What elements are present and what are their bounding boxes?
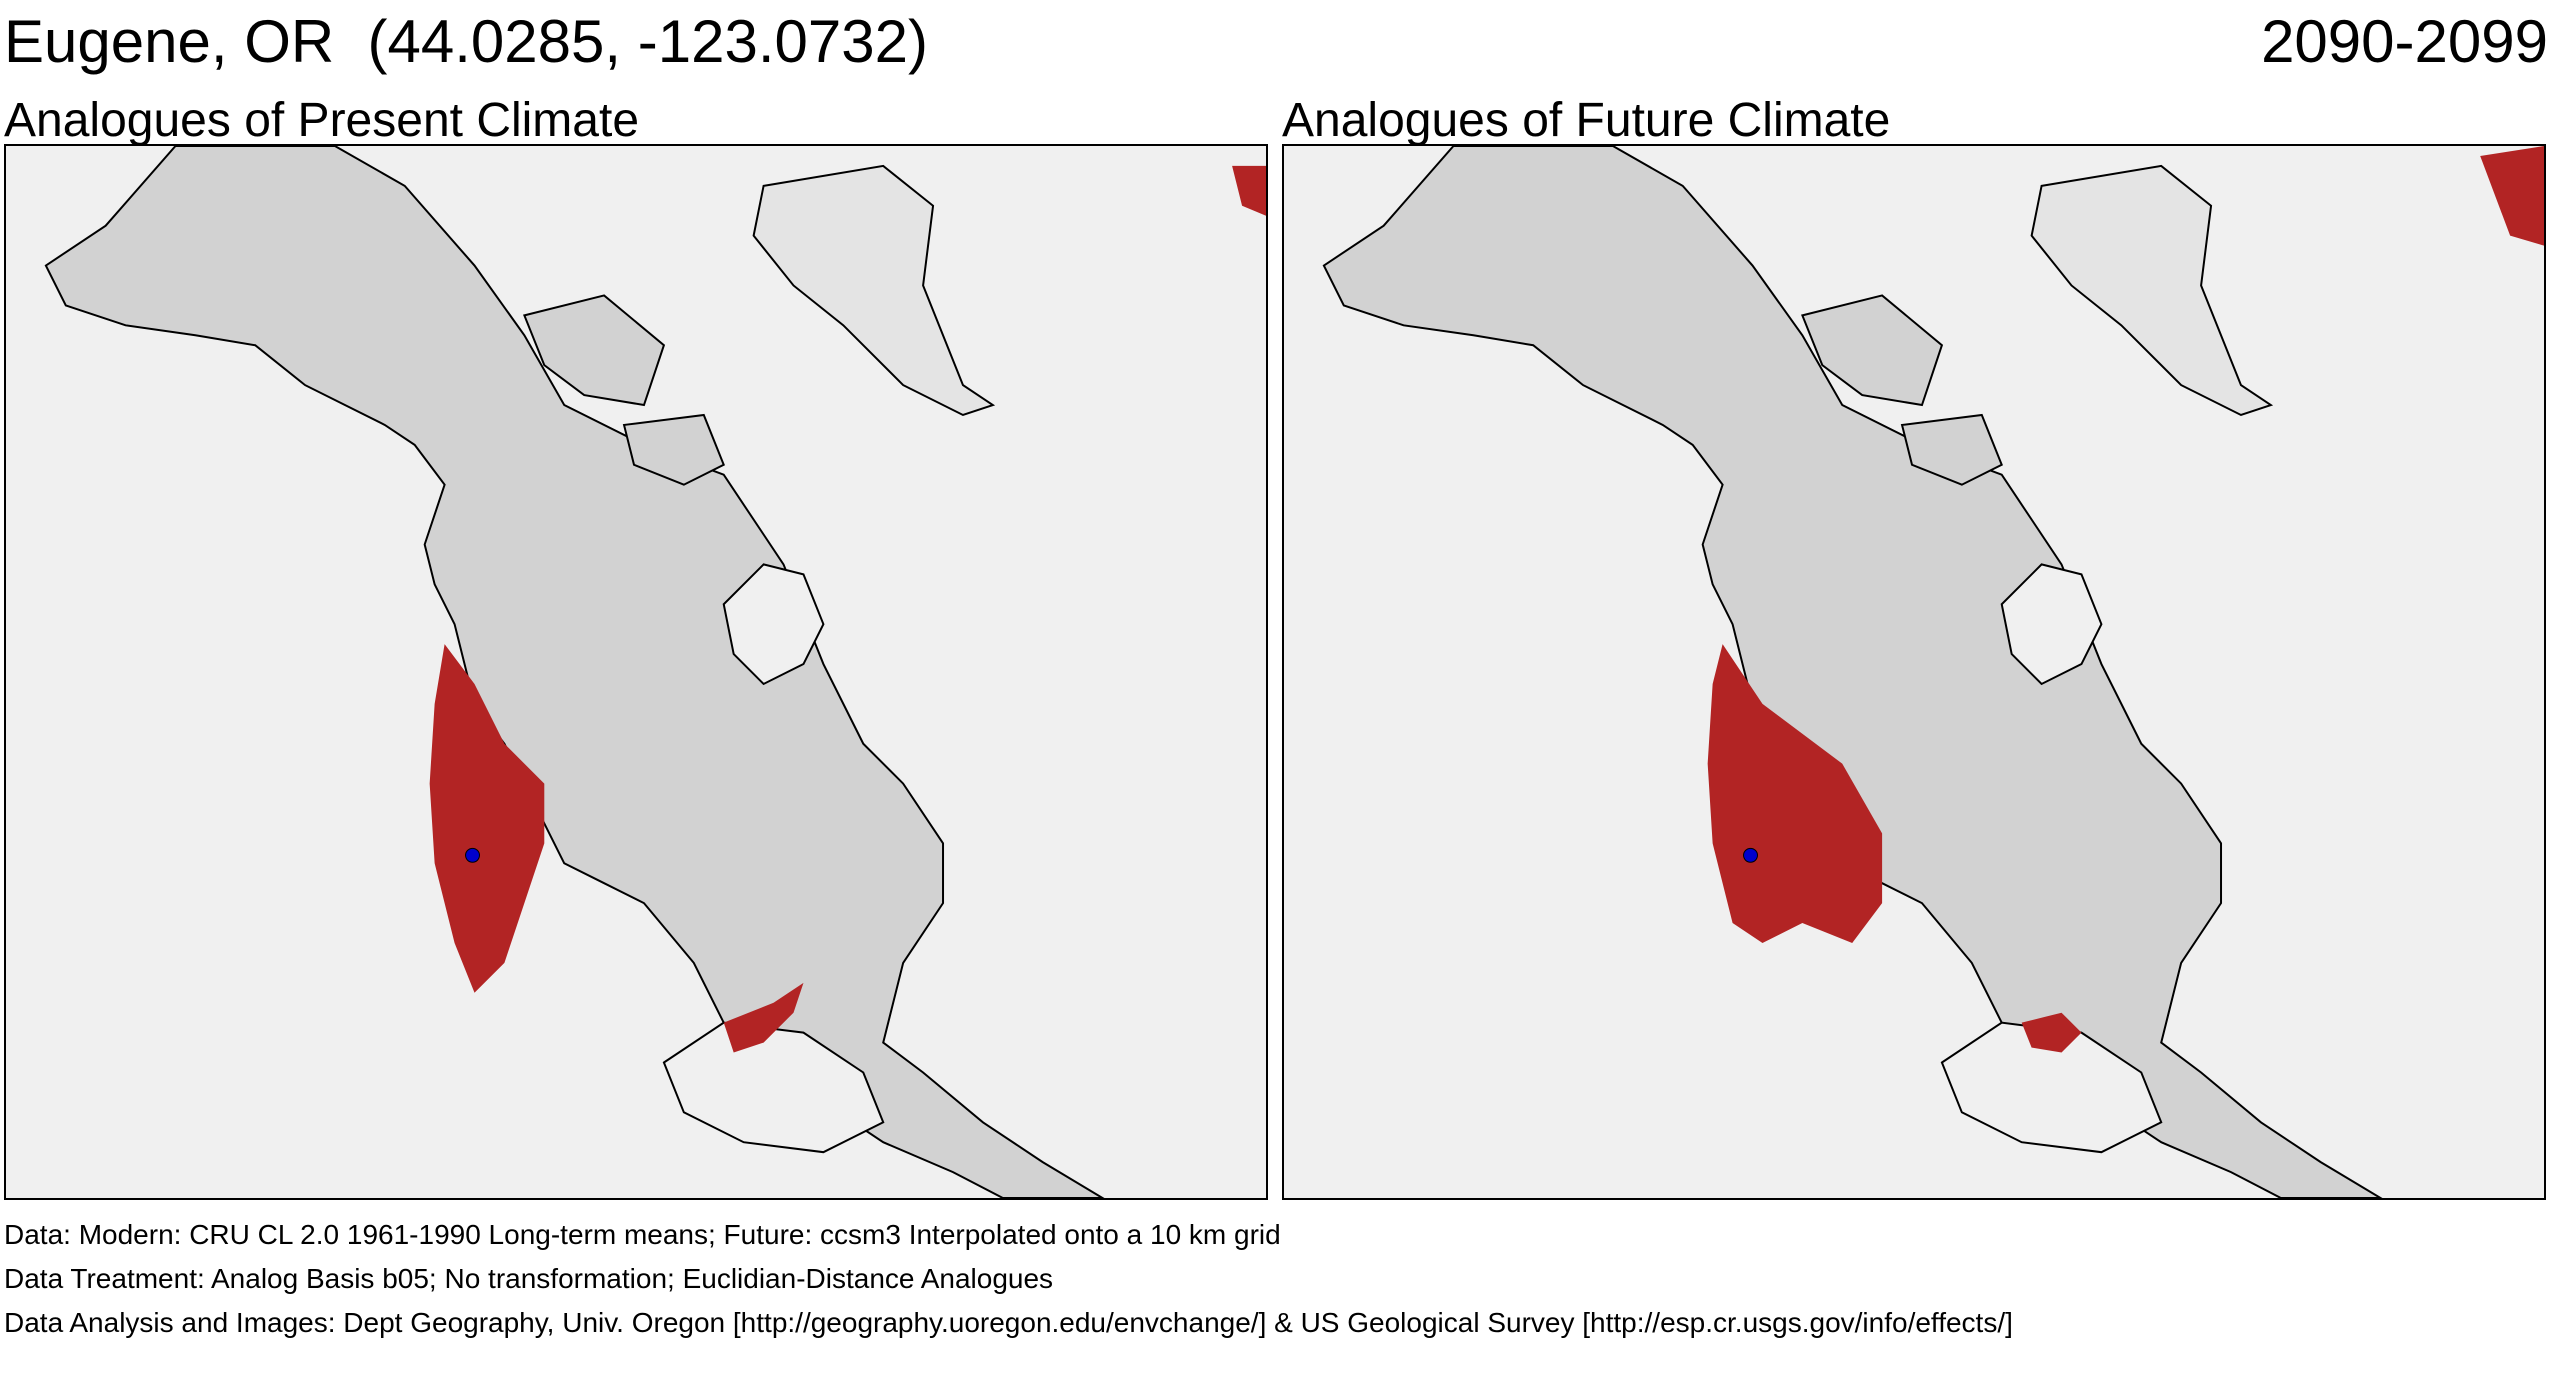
future-climate-map [1282,144,2546,1200]
data-analysis-line: Data Analysis and Images: Dept Geography… [4,1307,2013,1338]
eugene-site-marker [1743,847,1758,863]
present-climate-map [4,144,1268,1200]
hudson-bay [2000,563,2103,686]
analogue-region-south-central [2021,1012,2082,1053]
future-panel-title: Analogues of Future Climate [1282,94,1891,147]
present-map-svg [6,146,1266,1198]
data-source-line: Data: Modern: CRU CL 2.0 1961-1990 Long-… [4,1219,1281,1250]
eugene-site-marker [465,847,480,863]
analogue-region-pacific-northwest [1707,644,1883,943]
greenland-land [2030,164,2274,417]
analogue-region-south-central [723,982,804,1053]
arctic-islands [1801,294,2003,486]
location-title: Eugene, OR (44.0285, -123.0732) [4,8,928,75]
analogue-region-arctic [2480,146,2544,246]
arctic-islands [523,294,725,486]
greenland-land [752,164,996,417]
analogue-region-arctic [1232,165,1266,216]
data-treatment-line: Data Treatment: Analog Basis b05; No tra… [4,1263,1054,1294]
present-panel-title: Analogues of Present Climate [4,94,640,147]
period-label: 2090-2099 [2261,8,2548,75]
hudson-bay [722,563,825,686]
analogue-region-pacific-northwest [429,644,545,993]
future-map-svg [1284,146,2544,1198]
